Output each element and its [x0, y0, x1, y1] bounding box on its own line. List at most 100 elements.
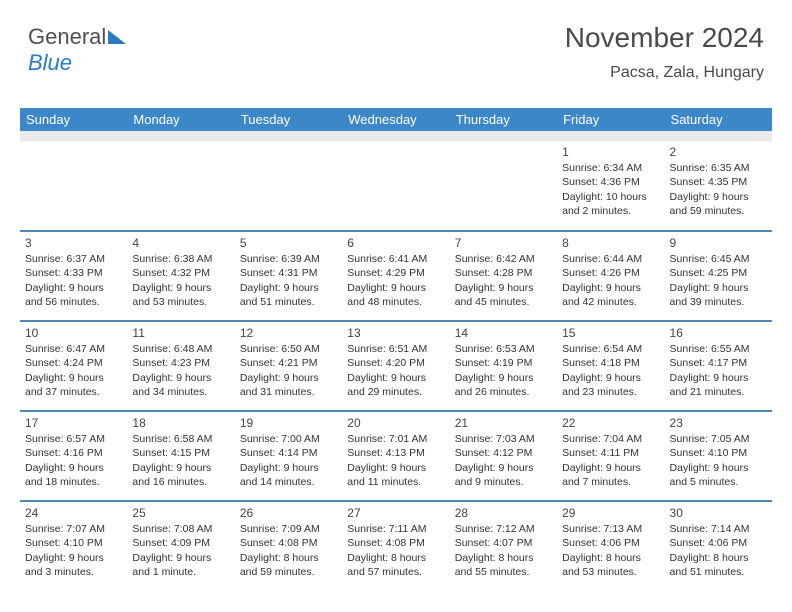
calendar-day-cell: 19Sunrise: 7:00 AMSunset: 4:14 PMDayligh… — [235, 411, 342, 501]
sunset-text: Sunset: 4:20 PM — [347, 357, 425, 369]
sunset-text: Sunset: 4:33 PM — [25, 267, 103, 279]
calendar-day-cell: 29Sunrise: 7:13 AMSunset: 4:06 PMDayligh… — [557, 501, 664, 591]
daylight-text: Daylight: 9 hours and 18 minutes. — [25, 462, 104, 488]
sunset-text: Sunset: 4:12 PM — [455, 447, 533, 459]
page-title: November 2024 — [565, 22, 764, 54]
weekday-header: Friday — [557, 108, 664, 131]
calendar-week-row: 17 Sunrise: 6:57 AM Sunset: 4:16 PM Dayligh… — [20, 411, 772, 501]
sunrise-text: Sunrise: 6:47 AM — [25, 343, 105, 355]
day-number: 27 — [347, 505, 444, 521]
day-number: 17 — [25, 415, 122, 431]
logo-text-2: Blue — [28, 50, 72, 75]
day-number: 23 — [670, 415, 767, 431]
daylight-text: Daylight: 8 hours and 51 minutes. — [670, 552, 749, 578]
calendar-day-cell: 7Sunrise: 6:42 AMSunset: 4:28 PMDaylight… — [450, 231, 557, 321]
calendar-day-cell: 4Sunrise: 6:38 AMSunset: 4:32 PMDaylight… — [127, 231, 234, 321]
sunset-text: Sunset: 4:19 PM — [455, 357, 533, 369]
day-number: 7 — [455, 235, 552, 251]
sunset-text: Sunset: 4:08 PM — [240, 537, 318, 549]
daylight-text: Daylight: 8 hours and 53 minutes. — [562, 552, 641, 578]
daylight-text: Daylight: 9 hours and 48 minutes. — [347, 282, 426, 308]
sunrise-text: Sunrise: 7:13 AM — [562, 523, 642, 535]
sunset-text: Sunset: 4:06 PM — [670, 537, 748, 549]
day-number: 28 — [455, 505, 552, 521]
calendar-day-cell: 12Sunrise: 6:50 AMSunset: 4:21 PMDayligh… — [235, 321, 342, 411]
calendar-day-cell: 2Sunrise: 6:35 AMSunset: 4:35 PMDaylight… — [665, 141, 772, 231]
logo-triangle-icon — [108, 30, 126, 44]
calendar-day-cell: 13 Sunrise: 6:51 AM Sunset: 4:20 PM Dayligh… — [342, 321, 449, 411]
sunrise-text: Sunrise: 6:57 AM — [25, 433, 105, 445]
calendar-day-cell: 18Sunrise: 6:58 AMSunset: 4:15 PMDayligh… — [127, 411, 234, 501]
sunrise-text: Sunrise: 6:51 AM — [347, 343, 427, 355]
weekday-header-row: Sunday Monday Tuesday Wednesday Thursday… — [20, 108, 772, 131]
daylight-text: Daylight: 9 hours and 51 minutes. — [240, 282, 319, 308]
sunrise-text: Sunrise: 7:05 AM — [670, 433, 750, 445]
day-number: 19 — [240, 415, 337, 431]
day-number: 12 — [240, 325, 337, 341]
day-number: 8 — [562, 235, 659, 251]
sunrise-text: Sunrise: 6:54 AM — [562, 343, 642, 355]
sunrise-text: Sunrise: 7:04 AM — [562, 433, 642, 445]
sunrise-text: Sunrise: 7:14 AM — [670, 523, 750, 535]
sunset-text: Sunset: 4:28 PM — [455, 267, 533, 279]
calendar-day-cell: 1Sunrise: 6:34 AMSunset: 4:36 PMDaylight… — [557, 141, 664, 231]
calendar-day-cell: 26Sunrise: 7:09 AMSunset: 4:08 PMDayligh… — [235, 501, 342, 591]
day-number: 4 — [132, 235, 229, 251]
calendar-day-cell: 16Sunrise: 6:55 AMSunset: 4:17 PMDayligh… — [665, 321, 772, 411]
day-number: 15 — [562, 325, 659, 341]
sunrise-text: Sunrise: 6:39 AM — [240, 253, 320, 265]
calendar-day-cell: 15Sunrise: 6:54 AMSunset: 4:18 PMDayligh… — [557, 321, 664, 411]
calendar-day-cell: 25Sunrise: 7:08 AMSunset: 4:09 PMDayligh… — [127, 501, 234, 591]
daylight-text: Daylight: 9 hours and 37 minutes. — [25, 372, 104, 398]
day-number: 13 — [347, 325, 444, 341]
sunrise-text: Sunrise: 6:58 AM — [132, 433, 212, 445]
day-number: 22 — [562, 415, 659, 431]
spacer-row — [20, 131, 772, 141]
day-number: 1 — [562, 144, 659, 160]
calendar-day-cell: 5Sunrise: 6:39 AMSunset: 4:31 PMDaylight… — [235, 231, 342, 321]
calendar-day-cell — [127, 141, 234, 231]
daylight-text: Daylight: 9 hours and 7 minutes. — [562, 462, 641, 488]
calendar-day-cell: 23Sunrise: 7:05 AMSunset: 4:10 PMDayligh… — [665, 411, 772, 501]
daylight-text: Daylight: 9 hours and 42 minutes. — [562, 282, 641, 308]
sunset-text: Sunset: 4:17 PM — [670, 357, 748, 369]
sunset-text: Sunset: 4:11 PM — [562, 447, 639, 459]
sunrise-text: Sunrise: 6:41 AM — [347, 253, 427, 265]
weekday-header: Wednesday — [342, 108, 449, 131]
sunrise-text: Sunrise: 6:48 AM — [132, 343, 212, 355]
daylight-text: Daylight: 9 hours and 29 minutes. — [347, 372, 426, 398]
logo: General Blue — [28, 24, 126, 76]
weekday-header: Tuesday — [235, 108, 342, 131]
sunrise-text: Sunrise: 7:07 AM — [25, 523, 105, 535]
sunset-text: Sunset: 4:35 PM — [670, 176, 748, 188]
calendar-day-cell — [235, 141, 342, 231]
sunset-text: Sunset: 4:09 PM — [132, 537, 210, 549]
day-number: 14 — [455, 325, 552, 341]
calendar-day-cell: 21Sunrise: 7:03 AMSunset: 4:12 PMDayligh… — [450, 411, 557, 501]
sunrise-text: Sunrise: 7:11 AM — [347, 523, 426, 535]
sunrise-text: Sunrise: 6:55 AM — [670, 343, 750, 355]
daylight-text: Daylight: 9 hours and 45 minutes. — [455, 282, 534, 308]
calendar-day-cell: 6Sunrise: 6:41 AMSunset: 4:29 PMDaylight… — [342, 231, 449, 321]
sunset-text: Sunset: 4:16 PM — [25, 447, 103, 459]
calendar-day-cell: 24Sunrise: 7:07 AMSunset: 4:10 PMDayligh… — [20, 501, 127, 591]
calendar-week-row: 24Sunrise: 7:07 AMSunset: 4:10 PMDayligh… — [20, 501, 772, 591]
daylight-text: Daylight: 8 hours and 57 minutes. — [347, 552, 426, 578]
calendar-day-cell — [20, 141, 127, 231]
page-header: November 2024 Pacsa, Zala, Hungary — [565, 22, 764, 82]
day-number: 21 — [455, 415, 552, 431]
day-number: 11 — [132, 325, 229, 341]
weekday-header: Thursday — [450, 108, 557, 131]
sunrise-text: Sunrise: 7:03 AM — [455, 433, 535, 445]
calendar-week-row: 10Sunrise: 6:47 AMSunset: 4:24 PMDayligh… — [20, 321, 772, 411]
sunrise-text: Sunrise: 6:45 AM — [670, 253, 750, 265]
daylight-text: Daylight: 9 hours and 21 minutes. — [670, 372, 749, 398]
calendar-day-cell: 28Sunrise: 7:12 AMSunset: 4:07 PMDayligh… — [450, 501, 557, 591]
day-number: 24 — [25, 505, 122, 521]
daylight-text: Daylight: 9 hours and 31 minutes. — [240, 372, 319, 398]
sunset-text: Sunset: 4:23 PM — [132, 357, 210, 369]
sunset-text: Sunset: 4:18 PM — [562, 357, 640, 369]
day-number: 5 — [240, 235, 337, 251]
sunset-text: Sunset: 4:26 PM — [562, 267, 640, 279]
calendar-day-cell: 3Sunrise: 6:37 AMSunset: 4:33 PMDaylight… — [20, 231, 127, 321]
